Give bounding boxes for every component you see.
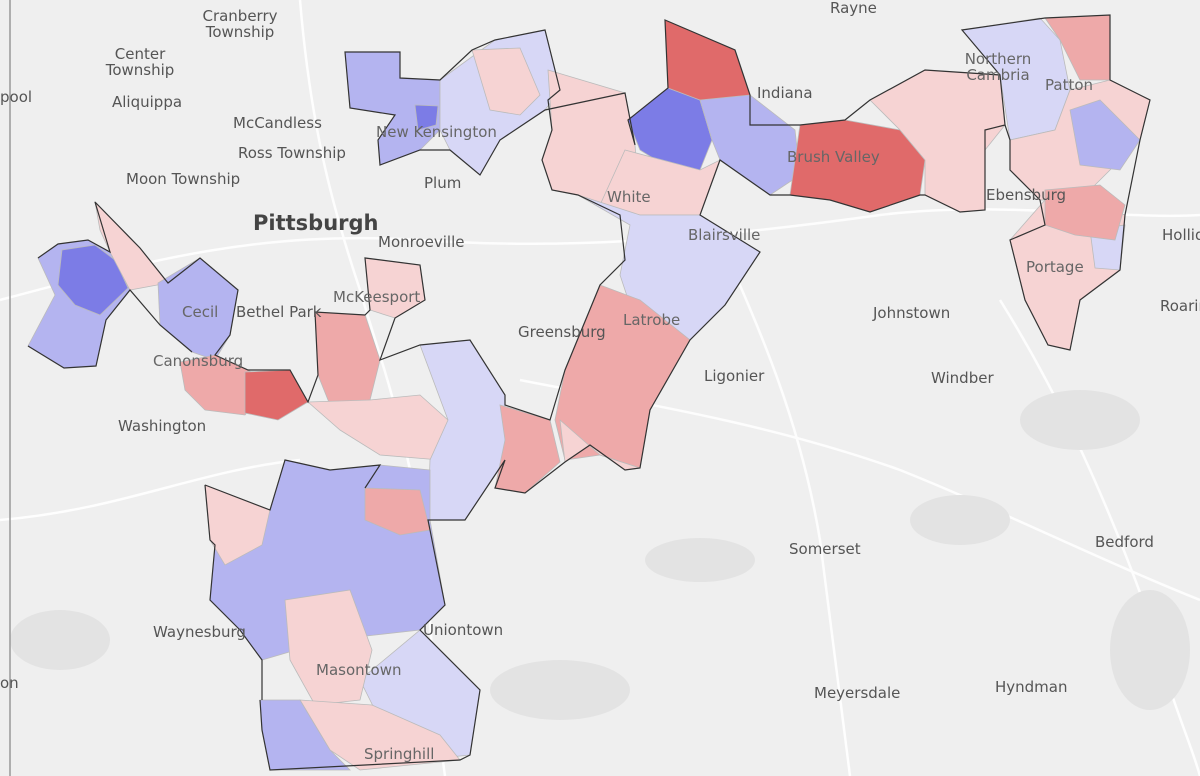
place-label-hyndman: Hyndman bbox=[995, 678, 1068, 696]
place-label-blairsville: Blairsville bbox=[688, 226, 761, 244]
place-label-brush: Brush Valley bbox=[787, 148, 880, 166]
place-label-ligonier: Ligonier bbox=[704, 367, 765, 385]
place-label-bethel: Bethel Park bbox=[236, 303, 322, 321]
district-indiana-mid-blue bbox=[699, 94, 801, 196]
place-label-cecil: Cecil bbox=[182, 303, 219, 321]
place-label-greensburg: Greensburg bbox=[518, 323, 606, 341]
place-label-ncambria: Northern Cambria bbox=[964, 50, 1032, 84]
place-label-pittsburgh: Pittsburgh bbox=[253, 211, 379, 235]
place-label-washington: Washington bbox=[118, 417, 207, 435]
district-newkens-strong bbox=[414, 104, 439, 131]
place-label-pool: pool bbox=[0, 88, 33, 106]
place-label-aliquippa: Aliquippa bbox=[112, 93, 183, 111]
place-label-patton: Patton bbox=[1045, 76, 1094, 94]
place-label-hollid: Hollid bbox=[1162, 226, 1200, 244]
district-masontown bbox=[284, 589, 373, 706]
place-label-ebensburg: Ebensburg bbox=[986, 186, 1067, 204]
place-label-latrobe: Latrobe bbox=[623, 311, 681, 329]
place-label-ross: Ross Township bbox=[238, 144, 346, 162]
place-label-masontown: Masontown bbox=[316, 661, 402, 679]
district-light-pink-c bbox=[306, 394, 449, 461]
place-label-monroeville: Monroeville bbox=[378, 233, 465, 251]
place-label-meyersdale: Meyersdale bbox=[814, 684, 901, 702]
district-shapes bbox=[27, 14, 1151, 771]
place-label-springhill: Springhill bbox=[364, 745, 435, 763]
place-label-plum: Plum bbox=[424, 174, 462, 192]
place-label-white: White bbox=[607, 188, 651, 206]
place-label-center: Center Township bbox=[105, 45, 175, 79]
place-label-waynesburg: Waynesburg bbox=[153, 623, 246, 641]
place-label-portage: Portage bbox=[1026, 258, 1084, 276]
place-label-uniontown: Uniontown bbox=[423, 621, 504, 639]
place-label-cranberry: Cranberry Township bbox=[202, 7, 278, 41]
place-label-indiana: Indiana bbox=[757, 84, 813, 102]
district-strong-red-sw bbox=[244, 369, 309, 421]
place-label-roarin: Roarin bbox=[1160, 297, 1200, 315]
district-cambria-blue bbox=[1069, 99, 1141, 171]
place-label-on: on bbox=[0, 674, 19, 692]
place-label-rayne: Rayne bbox=[830, 0, 877, 17]
place-label-bedford: Bedford bbox=[1095, 533, 1154, 551]
place-label-mckeesport: McKeesport bbox=[333, 288, 421, 306]
district-boundaries bbox=[27, 14, 1151, 771]
place-label-johnstown: Johnstown bbox=[873, 304, 951, 322]
place-label-somerset: Somerset bbox=[789, 540, 861, 558]
basemap-terrain bbox=[10, 390, 1190, 720]
place-label-newkens: New Kensington bbox=[376, 123, 497, 141]
district-west-strong bbox=[57, 244, 129, 316]
place-label-moon: Moon Township bbox=[126, 170, 241, 188]
place-label-windber: Windber bbox=[931, 369, 994, 387]
place-label-mccandless: McCandless bbox=[233, 114, 322, 132]
district-mid-pink-fay bbox=[364, 487, 431, 536]
place-label-canonsburg: Canonsburg bbox=[153, 352, 244, 370]
district-newkens-pink bbox=[471, 47, 541, 116]
